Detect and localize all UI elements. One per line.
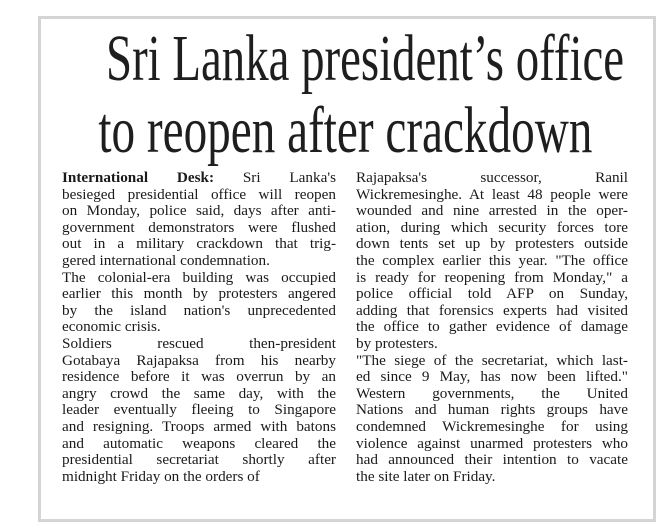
article-line: on Monday, police said, days after anti-	[62, 202, 336, 220]
article-line: gered international condemnation.	[62, 251, 270, 269]
headline-line-2: to reopen after crackdown	[0, 98, 660, 164]
article-column-left: International Desk: Sri Lanka's besieged …	[62, 169, 336, 485]
byline-lead: International Desk:	[62, 169, 215, 186]
article-line: presidential secretariat shortly after	[62, 451, 336, 469]
article-line: by protesters.	[356, 334, 438, 352]
article-frame	[38, 16, 656, 522]
article-line: government demonstrators were flushed	[62, 218, 336, 236]
article-line: wounded and nine arrested in the oper-	[356, 202, 628, 220]
article-line: "The siege of the secretariat, which las…	[356, 351, 628, 369]
article-line: economic crisis.	[62, 318, 161, 336]
article-line: and automatic weapons cleared the	[62, 434, 336, 452]
article-line: leader eventually fleeing to Singapore	[62, 401, 336, 419]
article-line: ed since 9 May, has now been lifted."	[356, 368, 628, 386]
article-line: the complex earlier this year. "The offi…	[356, 251, 628, 269]
article-line: Soldiers rescued then-president	[62, 334, 336, 352]
article-line: ation, during which security forces tore	[356, 218, 628, 236]
article-line: Wickremesinghe. At least 48 people were	[356, 185, 628, 203]
article-line: earlier this month by protesters angered	[62, 285, 336, 303]
article-line: angry crowd the same day, with the	[62, 384, 336, 402]
article-line: Gotabaya Rajapaksa from his nearby	[62, 351, 336, 369]
article-line: by the island nation's unprecedented	[62, 301, 336, 319]
article-line: out in a military crackdown that trig-	[62, 235, 336, 253]
article-line: the site later on Friday.	[356, 467, 496, 485]
article-line: residence before it was overrun by an	[62, 368, 336, 386]
article-line: Western governments, the United	[356, 384, 628, 402]
article-line: midnight Friday on the orders of	[62, 467, 260, 485]
headline-line-1: Sri Lanka president’s office	[0, 26, 660, 92]
article-line: down tents set up by protesters outside	[356, 235, 628, 253]
headline-text: to reopen after crackdown	[98, 94, 593, 167]
article-line: adding that forensics experts had visite…	[356, 301, 628, 319]
article-line: Nations and human rights groups have	[356, 401, 628, 419]
article-line: Rajapaksa's successor, Ranil	[356, 169, 628, 186]
article-text: Sri Lanka's	[242, 169, 336, 186]
article-line: is ready for reopening from Monday," a	[356, 268, 628, 286]
article-line: had announced their intention to vacate	[356, 451, 628, 469]
article-line: besieged presidential office will reopen	[62, 185, 336, 203]
headline-text: Sri Lanka president’s office	[106, 22, 625, 95]
article-line: condemned Wickremesinghe for using	[356, 417, 628, 435]
article-line: the office to gather evidence of damage	[356, 318, 628, 336]
article-line: and resigning. Troops armed with batons	[62, 417, 336, 435]
article-line: International Desk: Sri Lanka's	[62, 169, 336, 187]
article-line: The colonial-era building was occupied	[62, 268, 336, 286]
article-line: violence against unarmed protesters who	[356, 434, 628, 452]
article-column-right: Rajapaksa's successor, Ranil Wickremesing…	[356, 169, 628, 485]
article-line: police official told AFP on Sunday,	[356, 285, 628, 303]
